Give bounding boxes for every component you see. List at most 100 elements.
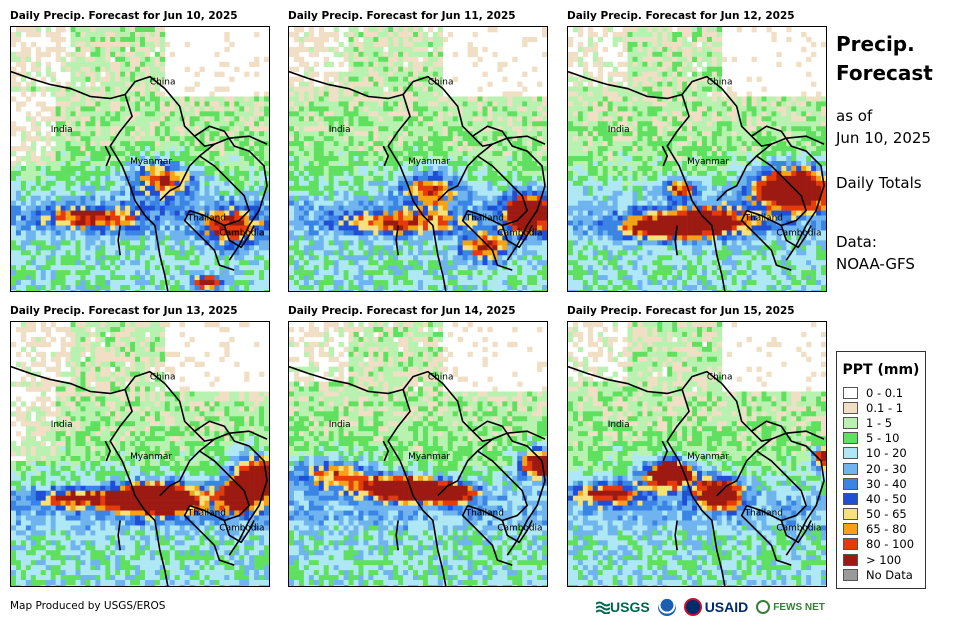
map-label-cambodia: Cambodia	[219, 523, 264, 533]
map-label-china: China	[150, 78, 176, 88]
asof-line-1: as of	[836, 107, 873, 125]
panel-title: Daily Precip. Forecast for Jun 11, 2025	[288, 10, 516, 22]
precip-map-2: China India Myanmar Thailand Cambodia	[288, 26, 548, 292]
map-label-myanmar: Myanmar	[687, 157, 729, 167]
legend-swatch	[843, 447, 858, 460]
country-boundaries	[11, 70, 268, 291]
title-line-1: Precip.	[836, 32, 915, 56]
precip-map-3: China India Myanmar Thailand Cambodia	[567, 26, 827, 292]
noaa-emblem-icon	[657, 598, 676, 616]
legend-swatch	[843, 538, 858, 551]
map-label-myanmar: Myanmar	[130, 452, 172, 462]
fews-logo: FEWS NET	[756, 600, 825, 614]
map-label-china: China	[707, 78, 733, 88]
legend-label: 0.1 - 1	[866, 400, 904, 415]
legend-item: 0 - 0.1	[837, 385, 925, 400]
map-credit: Map Produced by USGS/EROS	[10, 600, 166, 612]
legend-label: 65 - 80	[866, 522, 907, 537]
map-label-cambodia: Cambodia	[497, 523, 542, 533]
panel-title: Daily Precip. Forecast for Jun 13, 2025	[10, 305, 238, 317]
map-label-cambodia: Cambodia	[776, 523, 821, 533]
map-label-china: China	[428, 373, 454, 383]
legend-swatch	[843, 401, 858, 414]
forecast-panel-6: Daily Precip. Forecast for Jun 15, 2025 …	[567, 305, 827, 587]
forecast-panel-5: Daily Precip. Forecast for Jun 14, 2025 …	[288, 305, 548, 587]
legend-label: 0 - 0.1	[866, 385, 904, 400]
map-label-thailand: Thailand	[744, 214, 783, 224]
forecast-panel-1: Daily Precip. Forecast for Jun 10, 2025 …	[10, 10, 270, 292]
map-label-thailand: Thailand	[465, 214, 504, 224]
legend-label: 50 - 65	[866, 507, 907, 522]
usaid-logo: USAID	[683, 598, 749, 616]
legend-swatch	[843, 523, 858, 536]
map-label-china: China	[428, 78, 454, 88]
legend-item: 65 - 80	[837, 522, 925, 537]
legend-swatch	[843, 492, 858, 505]
forecast-panel-4: Daily Precip. Forecast for Jun 13, 2025 …	[10, 305, 270, 587]
map-label-india: India	[608, 125, 630, 135]
map-label-cambodia: Cambodia	[497, 228, 542, 238]
legend-item: 1 - 5	[837, 415, 925, 430]
precip-raster	[568, 322, 826, 586]
legend-swatch	[843, 386, 858, 399]
legend-label: 30 - 40	[866, 476, 907, 491]
precip-raster	[11, 27, 269, 291]
country-boundaries	[11, 365, 268, 586]
precip-map-6: China India Myanmar Thailand Cambodia	[567, 321, 827, 587]
legend-label: 20 - 30	[866, 461, 907, 476]
usaid-logo-text: USAID	[704, 599, 749, 615]
legend-item: 5 - 10	[837, 431, 925, 446]
country-boundaries	[289, 365, 546, 586]
title-line-2: Forecast	[836, 61, 933, 85]
map-label-cambodia: Cambodia	[219, 228, 264, 238]
forecast-panel-3: Daily Precip. Forecast for Jun 12, 2025 …	[567, 10, 827, 292]
map-label-thailand: Thailand	[465, 509, 504, 519]
fews-logo-text: FEWS NET	[773, 601, 825, 613]
map-label-cambodia: Cambodia	[776, 228, 821, 238]
map-label-india: India	[608, 420, 630, 430]
legend-swatch	[843, 462, 858, 475]
data-source: NOAA-GFS	[836, 255, 915, 273]
logo-bar: USGS USAID FEWS NET	[596, 596, 833, 618]
map-label-china: China	[150, 373, 176, 383]
legend-item: 20 - 30	[837, 461, 925, 476]
legend-label: 40 - 50	[866, 491, 907, 506]
legend-item: 30 - 40	[837, 476, 925, 491]
asof-line-2: Jun 10, 2025	[836, 129, 932, 147]
usgs-wave-icon	[596, 601, 610, 614]
panel-title: Daily Precip. Forecast for Jun 10, 2025	[10, 10, 238, 22]
map-label-thailand: Thailand	[744, 509, 783, 519]
map-label-thailand: Thailand	[187, 214, 226, 224]
legend-item: 0.1 - 1	[837, 400, 925, 415]
legend-label: 80 - 100	[866, 537, 915, 552]
map-label-india: India	[51, 125, 73, 135]
map-label-myanmar: Myanmar	[408, 452, 450, 462]
legend-label: No Data	[866, 567, 913, 582]
usgs-logo: USGS	[596, 599, 650, 615]
map-label-india: India	[329, 420, 351, 430]
legend-swatch	[843, 416, 858, 429]
country-boundaries	[568, 365, 825, 586]
map-label-india: India	[329, 125, 351, 135]
totals-label: Daily Totals	[836, 174, 922, 192]
legend-swatch	[843, 477, 858, 490]
legend-label: > 100	[866, 552, 902, 567]
legend-swatch	[843, 568, 858, 581]
map-label-myanmar: Myanmar	[687, 452, 729, 462]
map-label-thailand: Thailand	[187, 509, 226, 519]
precip-map-4: China India Myanmar Thailand Cambodia	[10, 321, 270, 587]
panel-title: Daily Precip. Forecast for Jun 15, 2025	[567, 305, 795, 317]
legend-label: 5 - 10	[866, 431, 900, 446]
map-label-china: China	[707, 373, 733, 383]
legend-item: 50 - 65	[837, 507, 925, 522]
panel-title: Daily Precip. Forecast for Jun 14, 2025	[288, 305, 516, 317]
legend-label: 10 - 20	[866, 446, 907, 461]
map-label-india: India	[51, 420, 73, 430]
map-title-block: Precip. Forecast as of Jun 10, 2025 Dail…	[836, 30, 961, 275]
precip-map-5: China India Myanmar Thailand Cambodia	[288, 321, 548, 587]
usaid-seal-icon	[683, 598, 702, 616]
fews-globe-icon	[756, 600, 771, 614]
map-label-myanmar: Myanmar	[408, 157, 450, 167]
legend-item: 40 - 50	[837, 491, 925, 506]
